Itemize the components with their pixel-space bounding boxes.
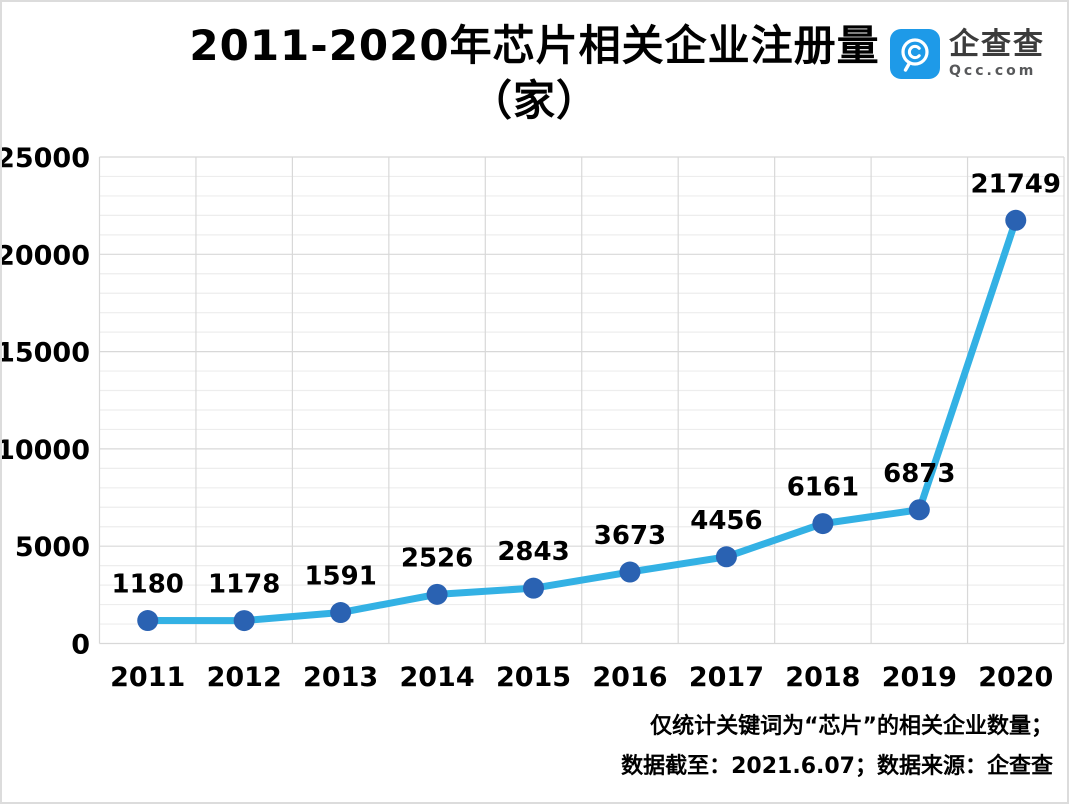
x-tick-label: 2020 [978, 662, 1053, 693]
y-tick-label: 0 [71, 630, 90, 661]
brand-domain: Qcc.com [949, 63, 1037, 79]
qcc-logo-text: 企查查 Qcc.com [949, 27, 1045, 80]
data-point-marker [137, 610, 159, 632]
x-tick-label: 2018 [785, 662, 860, 693]
qcc-magnifier-icon [890, 29, 940, 79]
data-point-label: 6873 [883, 459, 955, 489]
data-point-marker [426, 583, 448, 605]
y-axis-labels: 0 5000 10000 15000 20000 25000 [2, 143, 90, 661]
qcc-logo: 企查查 Qcc.com [890, 29, 1045, 79]
data-point-marker [233, 610, 255, 632]
data-point-label: 21749 [971, 169, 1061, 199]
footer-notes: 仅统计关键词为“芯片”的相关企业数量； 数据截至：2021.6.07；数据来源：… [621, 707, 1053, 787]
x-tick-label: 2017 [689, 662, 764, 693]
data-point-label: 2526 [401, 543, 473, 573]
x-tick-label: 2014 [399, 662, 474, 693]
data-labels: 1180 1178 1591 2526 2843 3673 4456 6161 6873 2174… [112, 169, 1061, 599]
x-tick-label: 2019 [882, 662, 957, 693]
data-point-marker [619, 561, 641, 583]
data-point-marker [330, 602, 352, 624]
data-points [137, 209, 1027, 632]
chart-title: 2011-2020年芯片相关企业注册量 （家） [2, 18, 1067, 128]
x-tick-label: 2013 [303, 662, 378, 693]
data-point-marker [715, 546, 737, 568]
y-tick-label: 25000 [2, 143, 90, 174]
data-point-label: 3673 [594, 521, 666, 551]
x-axis-labels: 2011 2012 2013 2014 2015 2016 2017 2018 2019 2020 [110, 662, 1053, 693]
brand-name: 企查查 [949, 27, 1045, 62]
data-point-marker [523, 577, 545, 599]
y-tick-label: 10000 [2, 435, 90, 466]
x-tick-label: 2012 [207, 662, 282, 693]
data-point-label: 1180 [112, 570, 184, 600]
y-tick-label: 20000 [2, 240, 90, 271]
chart-title-line2: （家） [469, 76, 599, 125]
data-point-label: 6161 [787, 473, 859, 503]
data-point-label: 4456 [690, 506, 762, 536]
x-tick-label: 2016 [592, 662, 667, 693]
y-tick-label: 15000 [2, 338, 90, 369]
chart-title-line1: 2011-2020年芯片相关企业注册量 [189, 21, 880, 70]
gridlines [98, 156, 1065, 645]
y-tick-label: 5000 [15, 532, 90, 563]
series-line [144, 216, 1020, 625]
x-tick-label: 2011 [110, 662, 185, 693]
footer-note-line2: 数据截至：2021.6.07；数据来源：企查查 [621, 754, 1053, 779]
data-point-marker [812, 513, 834, 535]
data-point-marker [1005, 209, 1027, 231]
x-tick-label: 2015 [496, 662, 571, 693]
data-point-marker [908, 499, 930, 521]
data-point-label: 1591 [304, 562, 376, 592]
data-point-label: 2843 [497, 537, 569, 567]
data-point-label: 1178 [208, 570, 280, 600]
footer-note-line1: 仅统计关键词为“芯片”的相关企业数量； [650, 714, 1053, 739]
